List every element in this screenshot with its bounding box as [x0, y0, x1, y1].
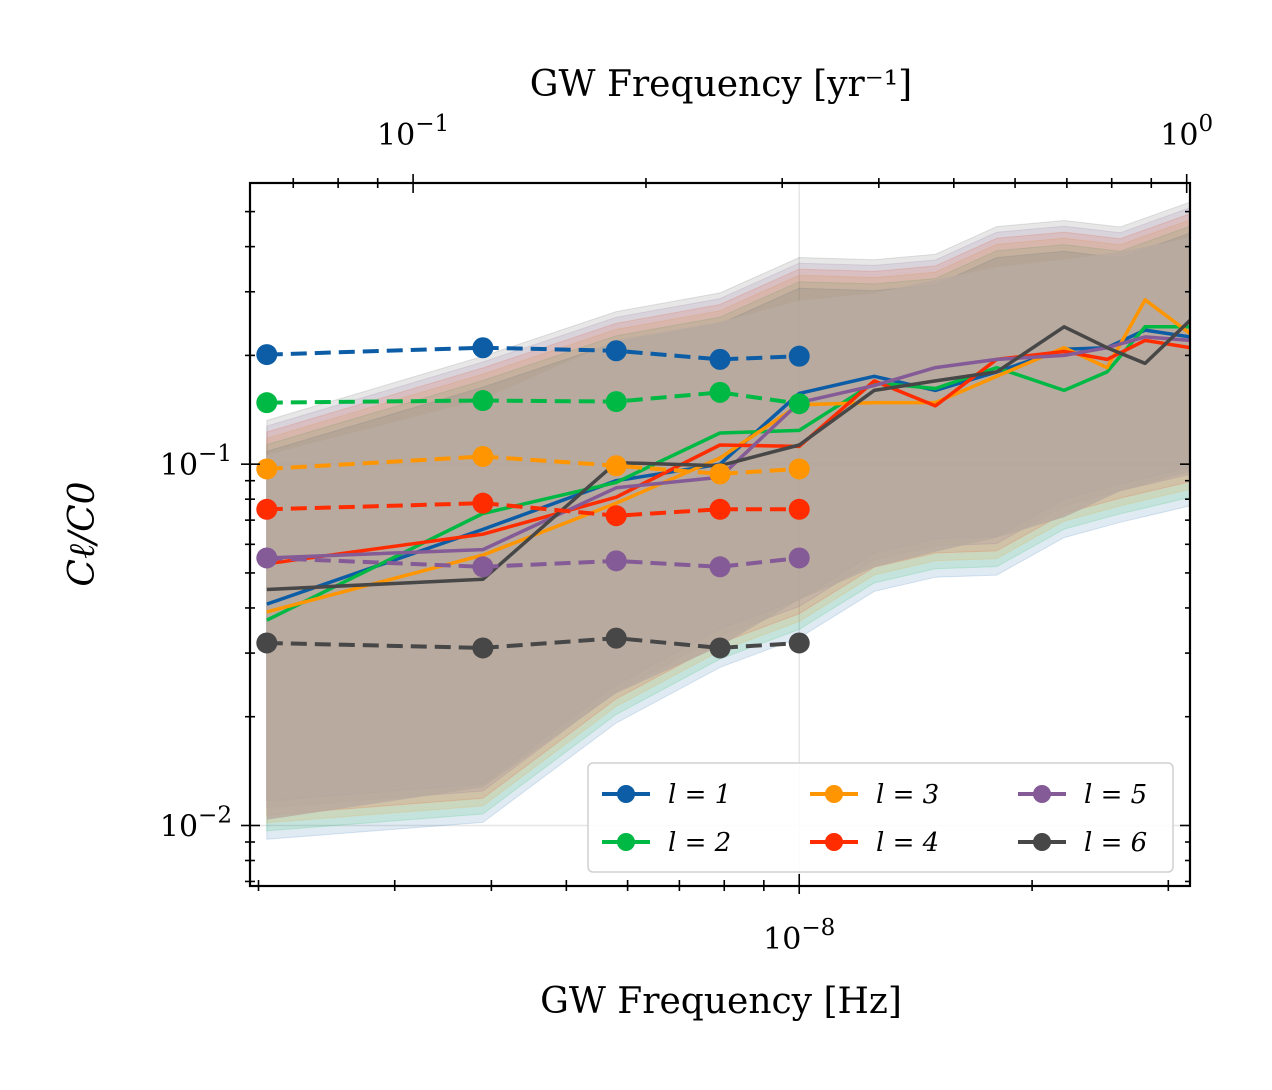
legend-marker — [825, 833, 843, 851]
point-l3 — [472, 446, 494, 468]
axis-ticks: 10−8 10−1 100 10−2 10−1 — [160, 111, 1213, 957]
point-l2 — [256, 392, 278, 414]
legend-label: l = 4 — [876, 828, 939, 858]
point-l1 — [472, 337, 494, 359]
point-l4 — [605, 505, 627, 527]
point-l3 — [256, 458, 278, 480]
point-l6 — [709, 637, 731, 659]
point-l1 — [256, 344, 278, 366]
legend-label: l = 2 — [668, 828, 731, 858]
y-tick-label: 10−2 — [160, 802, 232, 844]
point-l4 — [709, 498, 731, 520]
point-l3 — [709, 463, 731, 485]
point-l3 — [788, 458, 810, 480]
x-axis-title: GW Frequency [Hz] — [540, 981, 902, 1022]
point-l4 — [256, 498, 278, 520]
legend-label: l = 3 — [876, 780, 939, 810]
legend-marker — [1033, 785, 1051, 803]
point-l1 — [605, 340, 627, 362]
legend-marker — [825, 785, 843, 803]
legend-label: l = 1 — [668, 780, 731, 810]
solid-line-l4 — [266, 338, 1190, 566]
point-l4 — [788, 498, 810, 520]
legend-label: l = 6 — [1084, 828, 1147, 858]
y-axis-title: Cℓ/C0 — [62, 481, 103, 586]
point-l5 — [709, 556, 731, 578]
point-l4 — [472, 492, 494, 514]
point-l6 — [256, 632, 278, 654]
point-l2 — [788, 393, 810, 415]
top-tick-label: 10−1 — [377, 111, 449, 153]
legend: l = 1 l = 2 l = 3 l = 4 l = 5 l = 6 — [587, 762, 1174, 873]
point-l5 — [256, 547, 278, 569]
point-l6 — [788, 632, 810, 654]
point-l2 — [605, 391, 627, 413]
top-axis-title: GW Frequency [yr⁻¹] — [530, 64, 912, 105]
point-l1 — [788, 345, 810, 367]
solid-line-l6 — [266, 319, 1190, 592]
y-tick-label: 10−1 — [160, 441, 232, 483]
point-l6 — [605, 627, 627, 649]
point-l5 — [788, 547, 810, 569]
x-tick-label: 10−8 — [763, 915, 835, 957]
legend-marker — [617, 785, 635, 803]
legend-marker — [617, 833, 635, 851]
point-l5 — [605, 550, 627, 572]
point-l1 — [709, 348, 731, 370]
legend-label: l = 5 — [1084, 780, 1147, 810]
point-l6 — [472, 637, 494, 659]
point-l2 — [709, 381, 731, 403]
top-tick-label: 100 — [1160, 111, 1213, 153]
point-l3 — [605, 455, 627, 477]
point-l5 — [472, 556, 494, 578]
legend-frame — [587, 762, 1174, 873]
plot-frame — [248, 181, 1192, 888]
solid-line-l5 — [266, 335, 1190, 560]
point-l2 — [472, 390, 494, 412]
legend-marker — [1033, 833, 1051, 851]
series-layer — [256, 298, 1190, 659]
